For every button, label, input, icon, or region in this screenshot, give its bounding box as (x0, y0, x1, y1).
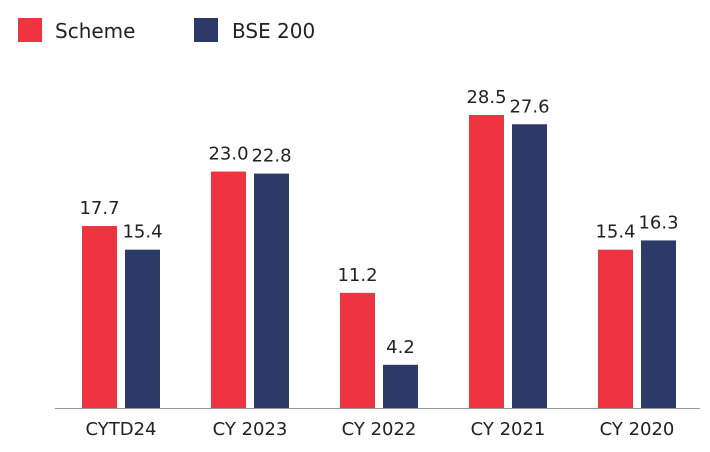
value-label-scheme-cy-2023: 23.0 (208, 144, 248, 165)
value-label-scheme-cy-2020: 15.4 (595, 222, 635, 243)
bar-scheme-cy-2023 (211, 171, 246, 408)
category-label-cy-2020: CY 2020 (600, 419, 675, 440)
category-label-cy-2022: CY 2022 (342, 419, 417, 440)
bar-scheme-cy-2021 (469, 115, 504, 408)
legend-label-bse-200: BSE 200 (232, 19, 315, 43)
category-label-cy-2021: CY 2021 (471, 419, 546, 440)
value-label-scheme-cy-2021: 28.5 (466, 87, 506, 108)
bar-scheme-cy-2020 (598, 249, 633, 408)
bar-scheme-cytd24 (82, 226, 117, 408)
value-label-scheme-cytd24: 17.7 (79, 198, 119, 219)
bar-bse-200-cy-2021 (512, 124, 547, 409)
value-label-bse-200-cy-2023: 22.8 (251, 146, 291, 167)
legend: Scheme BSE 200 (18, 18, 315, 43)
value-label-bse-200-cytd24: 15.4 (122, 222, 162, 243)
category-label-cy-2023: CY 2023 (213, 419, 288, 440)
value-label-scheme-cy-2022: 11.2 (337, 265, 377, 286)
value-label-bse-200-cy-2020: 16.3 (638, 212, 678, 233)
bar-bse-200-cy-2023 (254, 173, 289, 408)
legend-swatch-bse-200 (194, 18, 218, 42)
value-label-bse-200-cy-2021: 27.6 (509, 96, 549, 117)
category-label-cytd24: CYTD24 (85, 419, 156, 440)
legend-label-scheme: Scheme (55, 19, 135, 43)
value-label-bse-200-cy-2022: 4.2 (386, 337, 415, 358)
bar-bse-200-cy-2022 (383, 364, 418, 408)
bar-bse-200-cy-2020 (641, 240, 676, 408)
bar-scheme-cy-2022 (340, 292, 375, 408)
bar-bse-200-cytd24 (125, 249, 160, 408)
legend-swatch-scheme (18, 18, 42, 42)
